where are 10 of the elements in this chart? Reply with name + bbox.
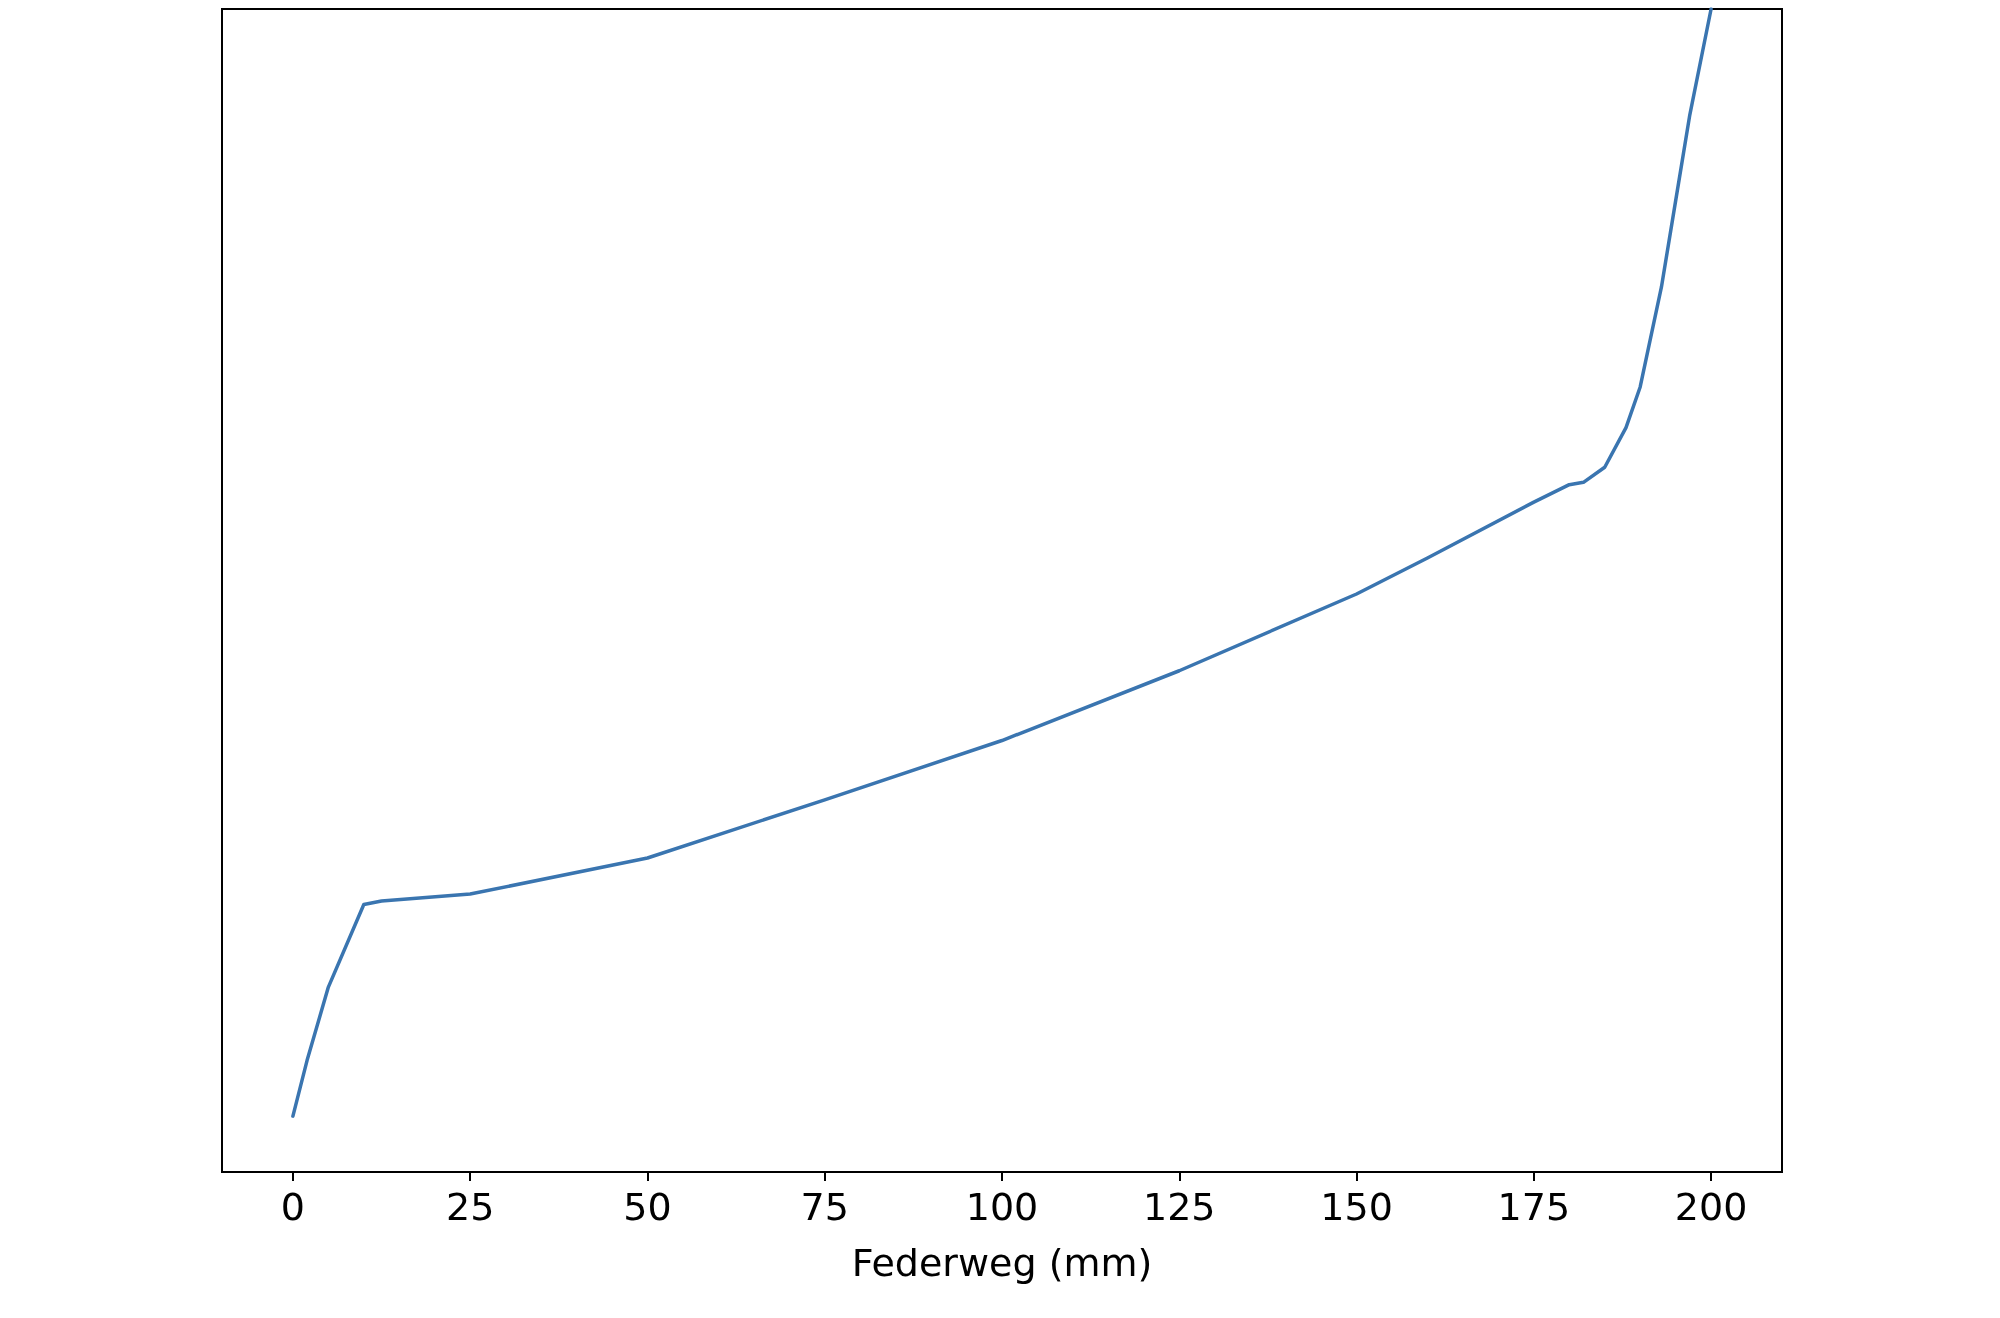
x-tick-label: 25 xyxy=(446,1185,495,1229)
x-axis-title: Federweg (mm) xyxy=(851,1241,1153,1285)
x-tick-label: 100 xyxy=(965,1185,1039,1229)
x-tick-label: 125 xyxy=(1143,1185,1216,1229)
x-tick-label: 150 xyxy=(1320,1185,1393,1229)
x-tick-label: 50 xyxy=(623,1185,672,1229)
x-tick-label: 175 xyxy=(1497,1185,1571,1229)
x-tick-label: 0 xyxy=(280,1185,305,1229)
x-tick-label: 200 xyxy=(1674,1185,1748,1229)
x-tick-label: 75 xyxy=(800,1185,849,1229)
